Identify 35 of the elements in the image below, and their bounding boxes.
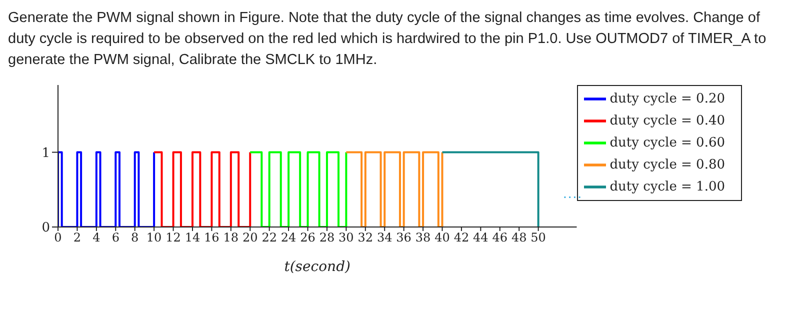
x-tick-label: 26 [300,230,316,245]
x-tick-label: 4 [92,230,101,245]
x-tick-label: 42 [454,230,470,245]
x-tick-label: 10 [146,230,162,245]
x-tick-label: 12 [166,230,181,245]
x-tick-label: 24 [280,230,297,245]
x-tick-label: 48 [511,230,527,245]
legend-label: duty cycle = 0.40 [610,113,725,128]
x-tick-label: 32 [358,230,374,245]
x-axis-title: t(second) [284,259,351,275]
x-tick-label: 8 [131,230,139,245]
x-tick-label: 36 [396,230,412,245]
x-tick-label: 30 [338,230,354,245]
legend-label: duty cycle = 0.60 [610,135,725,150]
legend-label: duty cycle = 0.20 [610,91,725,106]
y-tick-label: 1 [42,146,50,161]
x-tick-label: 34 [376,230,393,245]
legend-label: duty cycle = 1.00 [610,179,725,194]
x-tick-label: 0 [54,230,62,245]
x-tick-label: 20 [242,230,258,245]
x-tick-label: 16 [204,230,220,245]
legend-label: duty cycle = 0.80 [610,157,725,172]
x-tick-label: 14 [184,230,200,245]
x-tick-label: 38 [415,230,431,245]
chart-title: Generate the PWM signal shown in Figure. Note that the duty cycle of the signal changes as time evolves. Change of duty cycle is required to be observed on the red led which is hardwired to the pin P1.0. Use OUTMOD7 of TIMER_A to generate the PWM signal, Calibrate the SMCLK to 1MHz. [8,9,768,70]
x-tick-label: 28 [319,230,335,245]
x-tick-label: 2 [73,230,82,245]
x-tick-label: 6 [112,230,120,245]
x-tick-label: 44 [473,230,489,245]
x-tick-label: 18 [223,230,239,245]
x-tick-label: 50 [530,230,546,245]
x-tick-label: 40 [434,230,450,245]
x-tick-label: 46 [492,230,508,245]
x-tick-label: 22 [262,230,277,245]
annotation: .... [563,185,583,201]
